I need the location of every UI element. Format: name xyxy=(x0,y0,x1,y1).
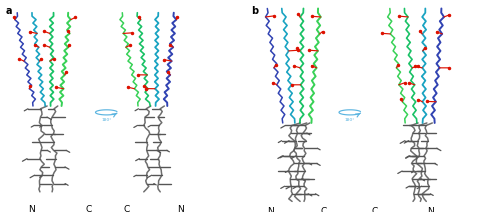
Text: N: N xyxy=(426,207,434,212)
Text: N: N xyxy=(268,207,274,212)
Text: 180°: 180° xyxy=(345,118,355,122)
Text: C: C xyxy=(372,207,378,212)
Text: C: C xyxy=(321,207,327,212)
Text: C: C xyxy=(124,205,130,212)
Text: C: C xyxy=(86,205,92,212)
Text: a: a xyxy=(6,6,12,16)
Text: 180°: 180° xyxy=(101,118,112,122)
Text: N: N xyxy=(176,205,184,212)
Text: N: N xyxy=(28,205,35,212)
Text: b: b xyxy=(252,6,258,16)
